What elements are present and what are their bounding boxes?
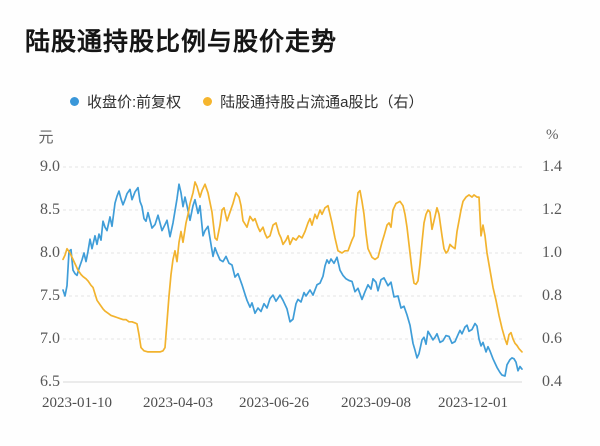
x-axis-tick-label: 2023-01-10 [42,395,112,411]
price-line [62,183,523,377]
legend-item-price: 收盘价:前复权 [70,91,181,112]
legend-label-ratio: 陆股通持股占流通a股比（右） [220,94,424,111]
left-axis-tick-label: 9.0 [40,158,60,175]
x-axis-tick-label: 2023-06-26 [239,395,309,411]
chart-legend: 收盘价:前复权 陆股通持股占流通a股比（右） [70,91,424,112]
right-axis-unit: % [546,127,559,143]
left-axis-unit: 元 [38,129,54,146]
x-axis-tick-label: 2023-04-03 [143,395,213,411]
x-axis-tick-label: 2023-12-01 [438,395,508,411]
legend-label-price: 收盘价:前复权 [87,94,182,111]
x-axis-tick-label: 2023-09-08 [341,395,411,411]
right-axis-tick-label: 1.4 [542,158,562,175]
right-axis-tick-label: 0.8 [542,287,562,304]
left-axis-tick-label: 7.0 [40,330,60,347]
right-axis-tick-label: 1.2 [542,201,562,218]
left-axis-tick-label: 8.0 [40,244,60,261]
left-axis-tick-label: 6.5 [40,373,60,390]
legend-item-ratio: 陆股通持股占流通a股比（右） [203,91,424,112]
price-series-dot-icon [70,97,79,106]
ratio-series-dot-icon [203,97,213,106]
right-axis-tick-label: 0.4 [542,373,562,390]
ratio-line [62,181,523,353]
left-axis-tick-label: 7.5 [40,287,60,304]
right-axis-tick-label: 1.0 [542,244,562,261]
right-axis-tick-label: 0.6 [542,330,562,347]
left-axis-tick-label: 8.5 [40,201,60,218]
chart-title: 陆股通持股比例与股价走势 [25,28,338,56]
